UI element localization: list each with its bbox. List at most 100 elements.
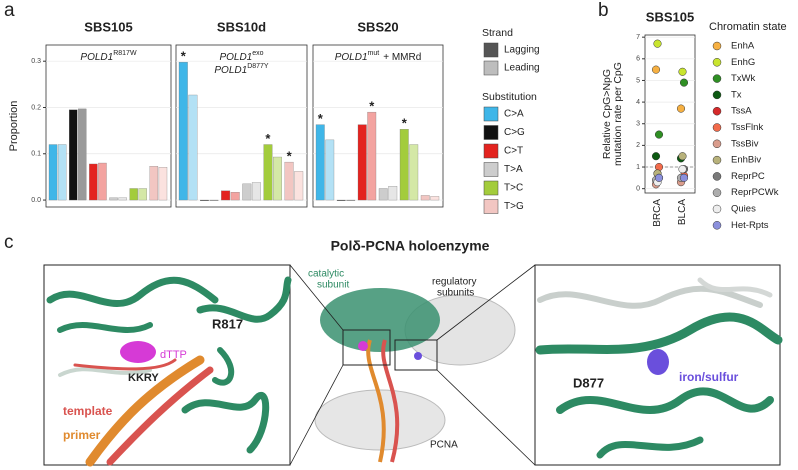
y-axis-label: mutation rate per CpG [612,62,624,166]
panel-letter: b [598,0,609,21]
fe-s-blob [647,349,669,375]
point [653,39,662,48]
bar [57,144,67,201]
point [678,165,687,174]
y-tick-label: 7 [636,34,640,41]
legend-title: Chromatin state [709,21,787,33]
legend-swatch [712,106,722,116]
bar [409,144,419,201]
legend-label: Lagging [504,45,540,56]
chart-subtitle: POLD1mut + MMRd [335,50,422,62]
legend-label: Het-Rpts [731,220,769,231]
bar [129,188,138,201]
label: primer [63,428,101,442]
significance-star: * [369,99,375,114]
significance-star: * [181,49,187,64]
legend-swatch [483,143,499,159]
bar [273,156,282,201]
legend-swatch [712,58,722,67]
panel-letter: c [4,232,14,253]
label: subunit [317,280,349,291]
bar [89,163,98,201]
point [678,67,687,76]
y-tick-label: 0.3 [31,58,41,65]
significance-star: * [318,111,324,126]
y-tick-label: 3 [636,121,640,128]
y-tick-label: 2 [636,142,640,149]
chart-title: SBS105 [646,9,694,24]
significance-star: * [265,131,271,146]
legend-swatch [712,221,722,230]
variant: D877Y [247,63,269,70]
label: R817 [212,316,243,331]
chart-title: SBS20 [357,19,398,34]
significance-star: * [287,149,293,164]
y-tick-label: 4 [636,99,640,106]
legend-label: EnhA [731,41,755,52]
y-tick-label: 0.0 [31,197,41,204]
bar [158,167,168,201]
bar [251,182,261,201]
bar [284,161,294,201]
legend-label: EnhG [731,57,755,68]
legend-swatch [483,162,499,177]
bar [242,183,252,201]
label: PCNA [430,440,458,451]
variant: R817W [113,50,137,57]
legend-label: ReprPCWk [731,187,779,198]
legend-swatch [483,106,499,122]
gene-name: POLD1 [80,52,113,63]
variant: mut [368,50,380,57]
bar [357,124,367,201]
legend-swatch [712,90,722,100]
variant: exo [252,50,263,57]
y-axis-label: Relative CpG>NpG [601,69,613,159]
bar [188,94,198,201]
bar [98,162,107,201]
chart-subtitle: POLD1R817W [80,50,137,62]
bar [149,166,159,201]
legend-label: TxWk [731,73,756,84]
y-tick-label: 1 [636,164,640,171]
bar [221,190,231,201]
label: dTTP [160,349,187,361]
plot-frame [312,44,444,208]
chart-subtitle: POLD1exo [219,50,263,62]
y-axis-label: Proportion [8,101,20,152]
gene-name: POLD1 [219,52,252,63]
legend-label: ReprPC [731,171,765,182]
legend-swatch [712,204,722,214]
condition: + MMRd [383,52,421,63]
legend-swatch [712,74,722,83]
point [651,65,661,74]
legend-swatch [483,180,499,196]
bar [294,171,304,201]
bar [315,124,325,201]
legend-swatch [483,125,499,140]
legend-label: T>C [504,183,523,194]
legend-swatch [712,155,722,165]
legend-label: C>A [504,109,524,120]
y-tick-label: 5 [636,77,640,84]
legend-label: TssBiv [731,138,759,149]
legend-swatch [483,42,499,58]
bar [399,129,409,201]
y-tick-label: 0 [636,186,640,193]
point [679,173,689,182]
point [678,152,687,161]
gene-name: POLD1 [214,65,247,76]
legend-label: EnhBiv [731,155,761,166]
label: regulatory [432,277,476,288]
bar [118,197,127,201]
protein-right [535,277,783,459]
bar [367,111,377,201]
bar [420,195,430,201]
bar [336,199,346,201]
legend-swatch [483,60,499,76]
y-tick-label: 6 [636,56,640,63]
protein-middle [289,264,536,466]
bar [230,192,240,201]
panel-letter: a [4,0,15,21]
label: catalytic [308,269,344,280]
bar [69,109,78,201]
